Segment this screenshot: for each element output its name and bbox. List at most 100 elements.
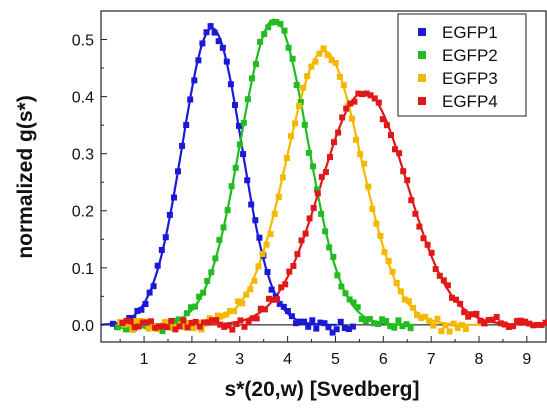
data-point-egfp4 [518,317,525,324]
data-point-egfp4 [493,314,500,320]
data-point-egfp1 [345,326,352,332]
data-point-egfp1 [130,315,137,322]
data-point-egfp3 [450,320,457,327]
legend-label: EGFP2 [442,46,498,65]
data-point-egfp2 [322,228,329,235]
data-point-egfp4 [318,173,325,180]
data-point-egfp2 [391,324,398,331]
data-point-egfp3 [373,220,380,227]
data-point-egfp4 [505,324,512,330]
data-point-egfp4 [412,210,419,217]
data-point-egfp4 [229,326,236,333]
data-point-egfp3 [393,280,400,286]
data-point-egfp4 [465,313,472,320]
data-point-egfp4 [180,317,187,324]
data-point-egfp2 [314,186,320,193]
data-point-egfp3 [377,232,384,239]
data-point-egfp1 [134,307,141,314]
data-point-egfp4 [331,139,337,146]
data-point-egfp2 [269,19,276,26]
data-point-egfp4 [237,317,244,324]
data-point-egfp4 [176,323,183,330]
data-point-egfp3 [292,120,298,127]
data-point-egfp2 [244,96,251,103]
data-point-egfp3 [222,311,229,318]
data-point-egfp4 [489,316,496,323]
data-point-egfp3 [401,296,408,303]
data-point-egfp1 [321,320,328,327]
data-point-egfp3 [312,58,319,65]
legend-swatch [418,28,426,36]
data-point-egfp1 [110,320,116,327]
data-point-egfp3 [328,57,335,64]
data-point-egfp4 [343,105,350,112]
data-point-egfp4 [481,320,488,327]
data-point-egfp4 [477,317,484,324]
data-point-egfp1 [232,102,238,108]
data-point-egfp4 [172,326,179,333]
data-point-egfp4 [420,235,427,242]
data-point-egfp4 [245,319,252,326]
data-point-egfp1 [329,329,336,336]
data-point-egfp4 [510,323,516,330]
data-point-egfp1 [325,324,332,331]
data-point-egfp1 [317,319,324,326]
data-point-egfp2 [383,318,390,325]
data-point-egfp2 [285,44,292,51]
data-point-egfp4 [213,317,220,324]
data-point-egfp3 [389,268,396,275]
data-point-egfp2 [277,20,284,27]
data-point-egfp1 [337,318,344,325]
data-point-egfp2 [249,75,255,82]
data-point-egfp4 [131,324,138,331]
data-point-egfp1 [166,211,173,218]
data-point-egfp1 [195,57,202,64]
data-point-egfp1 [199,40,206,47]
data-point-egfp3 [422,313,429,320]
data-point-egfp3 [430,322,437,329]
data-point-egfp1 [175,168,181,175]
data-point-egfp3 [259,251,266,258]
data-point-egfp4 [249,315,256,322]
data-point-egfp4 [440,277,447,284]
data-point-egfp1 [333,326,340,333]
data-point-egfp1 [227,81,234,88]
data-point-egfp2 [399,323,406,330]
data-point-egfp3 [218,313,225,320]
data-point-egfp4 [461,309,468,316]
x-tick-label: 4 [283,351,292,368]
x-axis-title: s*(20,w) [Svedberg] [225,378,420,401]
data-point-egfp2 [375,321,381,327]
data-point-egfp2 [114,324,121,331]
data-point-egfp2 [354,304,361,311]
data-point-egfp2 [289,55,296,62]
data-point-egfp4 [351,98,358,105]
data-point-egfp2 [200,289,207,296]
data-point-egfp4 [497,320,504,327]
data-point-egfp4 [233,321,240,328]
data-point-egfp4 [274,296,281,303]
data-point-egfp1 [236,122,242,129]
data-point-egfp4 [444,282,451,289]
data-point-egfp4 [282,281,289,288]
data-point-egfp4 [119,320,126,326]
data-point-egfp4 [436,272,443,279]
data-point-egfp4 [392,146,398,153]
data-point-egfp4 [200,319,207,326]
data-point-egfp1 [240,151,247,158]
data-point-egfp4 [526,320,533,327]
data-point-egfp4 [367,92,374,99]
data-point-egfp4 [424,241,431,248]
data-point-egfp1 [305,323,312,330]
data-point-egfp3 [336,73,343,80]
data-point-egfp3 [243,291,250,298]
data-point-egfp2 [334,272,341,279]
data-point-egfp4 [408,197,415,204]
data-point-egfp1 [146,289,153,296]
data-point-egfp4 [306,215,313,222]
data-point-egfp3 [235,298,242,305]
data-point-egfp4 [253,315,260,322]
data-point-egfp4 [156,323,163,330]
data-point-egfp2 [297,99,304,105]
data-point-egfp3 [324,51,331,58]
